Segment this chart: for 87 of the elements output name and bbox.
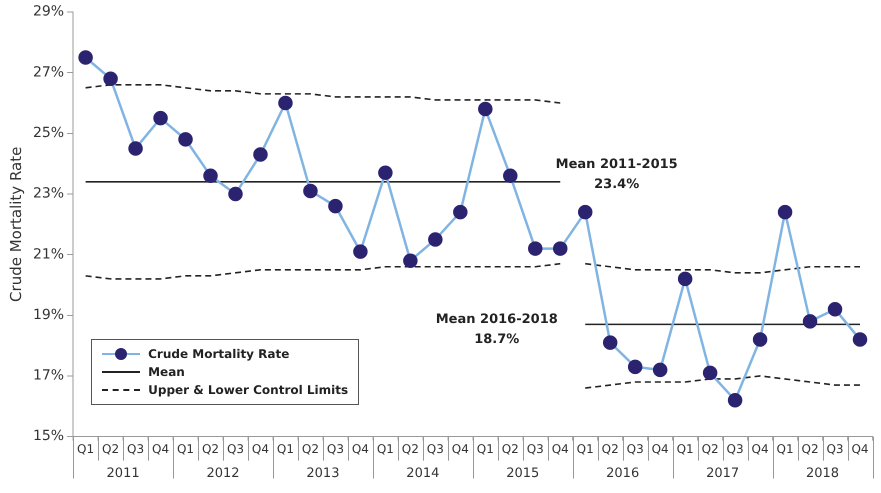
text: 2014: [406, 466, 440, 481]
x-tick-label: Q3: [526, 442, 544, 456]
x-tick-label: Q4: [252, 442, 270, 456]
x-tick-label: Q2: [302, 442, 319, 456]
point: [353, 244, 368, 259]
point: [852, 332, 868, 347]
x-tick-label: Q2: [602, 442, 619, 456]
text: 2015: [506, 466, 540, 481]
point: [752, 332, 768, 347]
x-tick-label: Q2: [502, 442, 519, 456]
point: [828, 302, 842, 316]
x-tick-label: Q4: [851, 442, 869, 456]
point: [728, 392, 742, 408]
annotation: Mean 2016-2018 18.7%: [434, 311, 559, 350]
y-axis-title: Crude Mortality Rate: [6, 146, 25, 302]
point: [428, 232, 443, 247]
point: [203, 168, 218, 184]
point: [278, 96, 293, 110]
point: [678, 272, 692, 286]
x-tick-label: Q1: [77, 442, 94, 456]
legend-label: Crude Mortality Rate: [148, 346, 290, 361]
point: [228, 186, 243, 202]
x-tick-label: Q1: [776, 442, 794, 456]
y-tick-label: 27%: [32, 64, 64, 80]
y-tick-label: 21%: [32, 246, 64, 262]
text: 2018: [806, 466, 840, 481]
x-tick-label: Q3: [826, 442, 844, 456]
point: [253, 147, 268, 162]
x-tick-label: Q4: [552, 442, 569, 456]
x-tick-label: Q2: [702, 442, 719, 456]
annotation: Mean 2011-2015 23.4%: [554, 156, 679, 194]
x-tick-label: Q2: [202, 442, 220, 456]
point: [778, 204, 792, 220]
x-tick-label: Q3: [226, 442, 244, 456]
point: [453, 204, 468, 220]
point: [378, 165, 393, 180]
x-tick-label: Q3: [626, 442, 644, 456]
line-series: [584, 262, 861, 274]
x-tick-label: Q3: [726, 442, 744, 456]
point: [128, 141, 143, 156]
point: [802, 314, 818, 329]
y-tick-label: 15%: [32, 428, 64, 444]
point: [652, 362, 668, 378]
point: [602, 335, 618, 350]
legend-label: Mean: [148, 364, 185, 379]
point: [178, 132, 193, 147]
point: [552, 241, 568, 256]
text: 2011: [106, 466, 140, 481]
x-tick-label: Q1: [676, 442, 694, 456]
point: [153, 110, 168, 126]
point: [503, 168, 518, 184]
y-tick-label: 17%: [32, 368, 64, 384]
x-tick-label: Q3: [326, 442, 344, 456]
x-tick-label: Q2: [802, 442, 819, 456]
x-tick-label: Q3: [426, 442, 444, 456]
point: [478, 102, 493, 116]
x-tick-label: Q4: [152, 442, 170, 456]
legend-label: Upper & Lower Control Limits: [148, 382, 348, 397]
x-tick-label: Q1: [476, 442, 494, 456]
point: [303, 184, 318, 198]
y-tick-label: 23%: [32, 186, 64, 202]
point: [578, 204, 592, 220]
x-tick-label: Q4: [652, 442, 669, 456]
x-tick-label: Q4: [452, 442, 469, 456]
text: 2017: [706, 466, 740, 481]
point: [78, 50, 93, 65]
y-tick-label: 29%: [32, 4, 64, 20]
point: [528, 241, 543, 256]
x-tick-label: Q1: [176, 442, 194, 456]
text: 2016: [606, 466, 640, 481]
y-tick-label: 25%: [32, 124, 64, 141]
x-tick-label: Q3: [127, 442, 144, 456]
point: [702, 366, 718, 380]
point: [628, 360, 642, 374]
x-tick-label: Q2: [102, 442, 120, 456]
x-tick-label: Q1: [276, 442, 294, 456]
x-tick-label: Q4: [752, 442, 769, 456]
point: [328, 198, 343, 214]
text: 2012: [206, 466, 240, 481]
point: [103, 71, 118, 86]
point: [403, 253, 418, 268]
text: 2013: [306, 466, 340, 481]
y-tick-label: 19%: [32, 306, 64, 323]
x-tick-label: Q4: [352, 442, 369, 456]
x-tick-label: Q2: [402, 442, 419, 456]
x-tick-label: Q1: [376, 442, 394, 456]
x-tick-label: Q1: [576, 442, 594, 456]
